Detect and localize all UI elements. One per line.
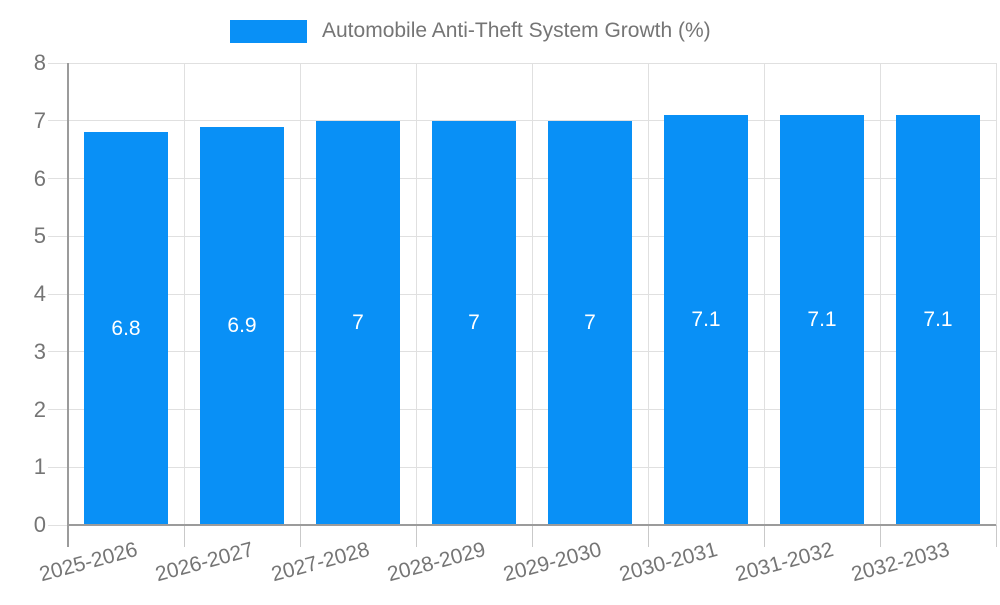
y-gridline: [48, 293, 996, 295]
x-gridline: [415, 63, 417, 525]
x-tick: [531, 525, 533, 547]
y-gridline: [48, 235, 996, 237]
y-axis-label: 2: [33, 396, 46, 422]
x-gridline: [183, 63, 185, 525]
bar[interactable]: [780, 114, 864, 525]
x-tick: [183, 525, 185, 547]
bar[interactable]: [316, 120, 400, 525]
y-gridline: [48, 62, 996, 64]
y-axis-label: 5: [33, 223, 46, 249]
legend-swatch[interactable]: [230, 19, 307, 43]
y-gridline: [48, 351, 996, 353]
bar-value-label: 7.1: [691, 307, 721, 331]
y-axis-label: 0: [33, 512, 46, 537]
x-tick: [995, 525, 997, 547]
bar[interactable]: [432, 120, 516, 525]
y-axis-label: 8: [33, 50, 46, 75]
x-axis-line: [68, 524, 996, 526]
x-gridline: [299, 63, 301, 525]
x-tick: [647, 525, 649, 547]
x-tick: [879, 525, 881, 547]
y-axis-label: 4: [33, 281, 46, 306]
x-gridline: [879, 63, 881, 525]
x-gridline: [647, 63, 649, 525]
bar[interactable]: [548, 120, 632, 525]
y-gridline: [48, 178, 996, 179]
bar-value-label: 7: [584, 310, 596, 334]
legend[interactable]: Automobile Anti-Theft System Growth (%): [230, 19, 711, 43]
bar-value-label: 7.1: [807, 307, 837, 331]
legend-label[interactable]: Automobile Anti-Theft System Growth (%): [322, 19, 711, 42]
x-tick: [299, 525, 301, 547]
y-axis-label: 7: [33, 107, 46, 133]
bar[interactable]: [664, 114, 748, 525]
y-gridline: [48, 409, 996, 410]
y-axis-label: 3: [33, 338, 46, 364]
x-tick: [763, 525, 765, 547]
bar-value-label: 6.8: [111, 316, 141, 340]
bar[interactable]: [84, 132, 168, 525]
y-gridline: [48, 466, 996, 468]
y-axis-line: [67, 63, 69, 547]
x-gridline: [995, 63, 997, 525]
bar-value-label: 7: [352, 310, 364, 334]
x-gridline: [531, 63, 533, 525]
x-gridline: [763, 63, 765, 525]
bar[interactable]: [200, 126, 284, 525]
bar-value-label: 7: [468, 310, 480, 334]
x-tick: [415, 525, 417, 547]
y-axis-label: 1: [33, 454, 46, 480]
bar[interactable]: [896, 114, 980, 525]
y-axis-label: 6: [33, 165, 46, 191]
y-gridline: [48, 120, 996, 122]
bar-value-label: 6.9: [227, 313, 257, 337]
bar-value-label: 7.1: [923, 307, 953, 331]
